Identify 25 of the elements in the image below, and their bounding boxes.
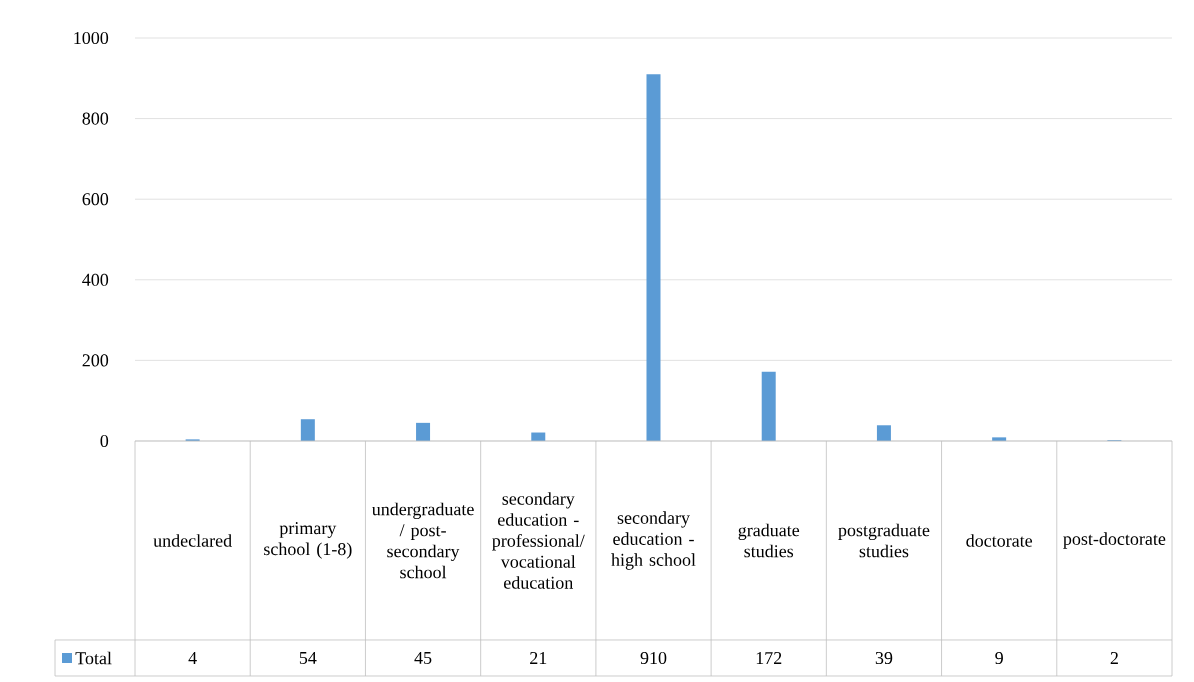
data-label: 45 — [414, 651, 432, 664]
x-tick-label: doctorate — [966, 534, 1033, 547]
x-tick-label: undergraduate / post-secondary school — [371, 502, 474, 579]
x-tick-label: undeclared — [153, 534, 232, 547]
legend-label: Total — [75, 651, 112, 665]
x-tick-label: primary school (1-8) — [264, 522, 352, 559]
y-tick-label: 200 — [82, 354, 109, 367]
x-tick-label: secondary education - high school — [611, 511, 696, 570]
y-tick-label: 1000 — [74, 31, 109, 45]
x-tick-label: secondary education - professional/vocational education — [492, 492, 585, 589]
y-tick-label: 0 — [100, 434, 109, 448]
data-label: 4 — [188, 652, 197, 664]
data-label: 9 — [995, 651, 1003, 665]
x-tick-label: post-doctorate — [1063, 532, 1166, 549]
data-label: 910 — [640, 651, 667, 665]
x-tick-label: graduate studies — [738, 523, 800, 558]
data-label: 2 — [1110, 652, 1118, 664]
data-label: 172 — [756, 652, 782, 664]
data-label: 21 — [530, 652, 547, 664]
data-label: 39 — [875, 651, 893, 665]
y-tick-label: 400 — [82, 273, 109, 286]
y-tick-label: 600 — [82, 193, 109, 206]
x-tick-label: postgraduate studies — [838, 523, 930, 558]
data-label: 54 — [299, 651, 317, 664]
y-tick-label: 800 — [82, 112, 109, 125]
